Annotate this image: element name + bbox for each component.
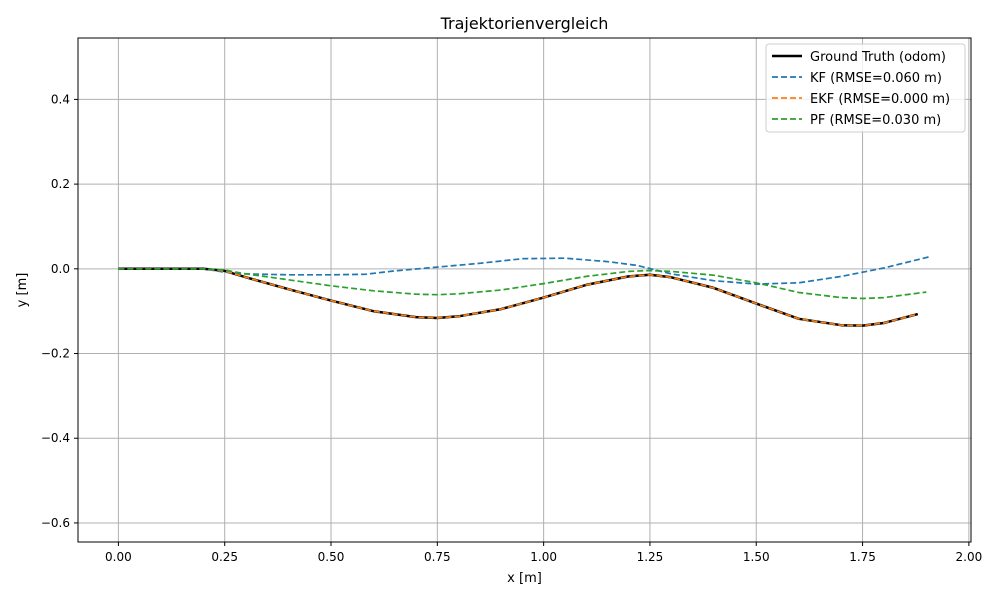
y-tick-label: −0.2 bbox=[41, 347, 70, 361]
y-tick-label: 0.0 bbox=[51, 262, 70, 276]
y-tick-label: −0.6 bbox=[41, 516, 70, 530]
x-tick-label: 2.00 bbox=[956, 550, 983, 564]
chart-title: Trajektorienvergleich bbox=[440, 14, 609, 33]
axis-ticks: 0.00 0.25 0.50 0.75 1.00 1.25 1.50 1.75 2.00 0.4 0… bbox=[41, 92, 982, 564]
x-tick-label: 1.75 bbox=[849, 550, 876, 564]
x-tick-label: 0.00 bbox=[105, 550, 132, 564]
series-lines bbox=[118, 255, 931, 327]
y-tick-label: −0.4 bbox=[41, 431, 70, 445]
legend-label-ground: Ground Truth (odom) bbox=[810, 50, 946, 65]
x-axis-label: x [m] bbox=[507, 571, 542, 586]
legend-label-kf: KF (RMSE=0.060 m) bbox=[810, 71, 942, 86]
series-line-kf bbox=[118, 255, 931, 285]
x-tick-label: 1.00 bbox=[530, 550, 557, 564]
x-tick-label: 0.75 bbox=[424, 550, 451, 564]
series-line-ekf bbox=[118, 267, 919, 327]
legend-label-pf: PF (RMSE=0.030 m) bbox=[810, 113, 941, 128]
legend-label-ekf: EKF (RMSE=0.000 m) bbox=[810, 92, 950, 107]
y-tick-label: 0.2 bbox=[51, 177, 70, 191]
x-tick-label: 0.50 bbox=[318, 550, 345, 564]
x-tick-label: 1.50 bbox=[743, 550, 770, 564]
legend-box bbox=[765, 43, 966, 133]
legend: Ground Truth (odom) KF (RMSE=0.060 m) EKF … bbox=[765, 43, 966, 133]
y-tick-label: 0.4 bbox=[51, 92, 70, 106]
y-axis-label: y [m] bbox=[15, 273, 30, 308]
x-tick-label: 0.25 bbox=[211, 550, 238, 564]
plot-frame bbox=[77, 37, 972, 543]
series-line-pf bbox=[118, 267, 927, 300]
x-tick-label: 1.25 bbox=[637, 550, 664, 564]
